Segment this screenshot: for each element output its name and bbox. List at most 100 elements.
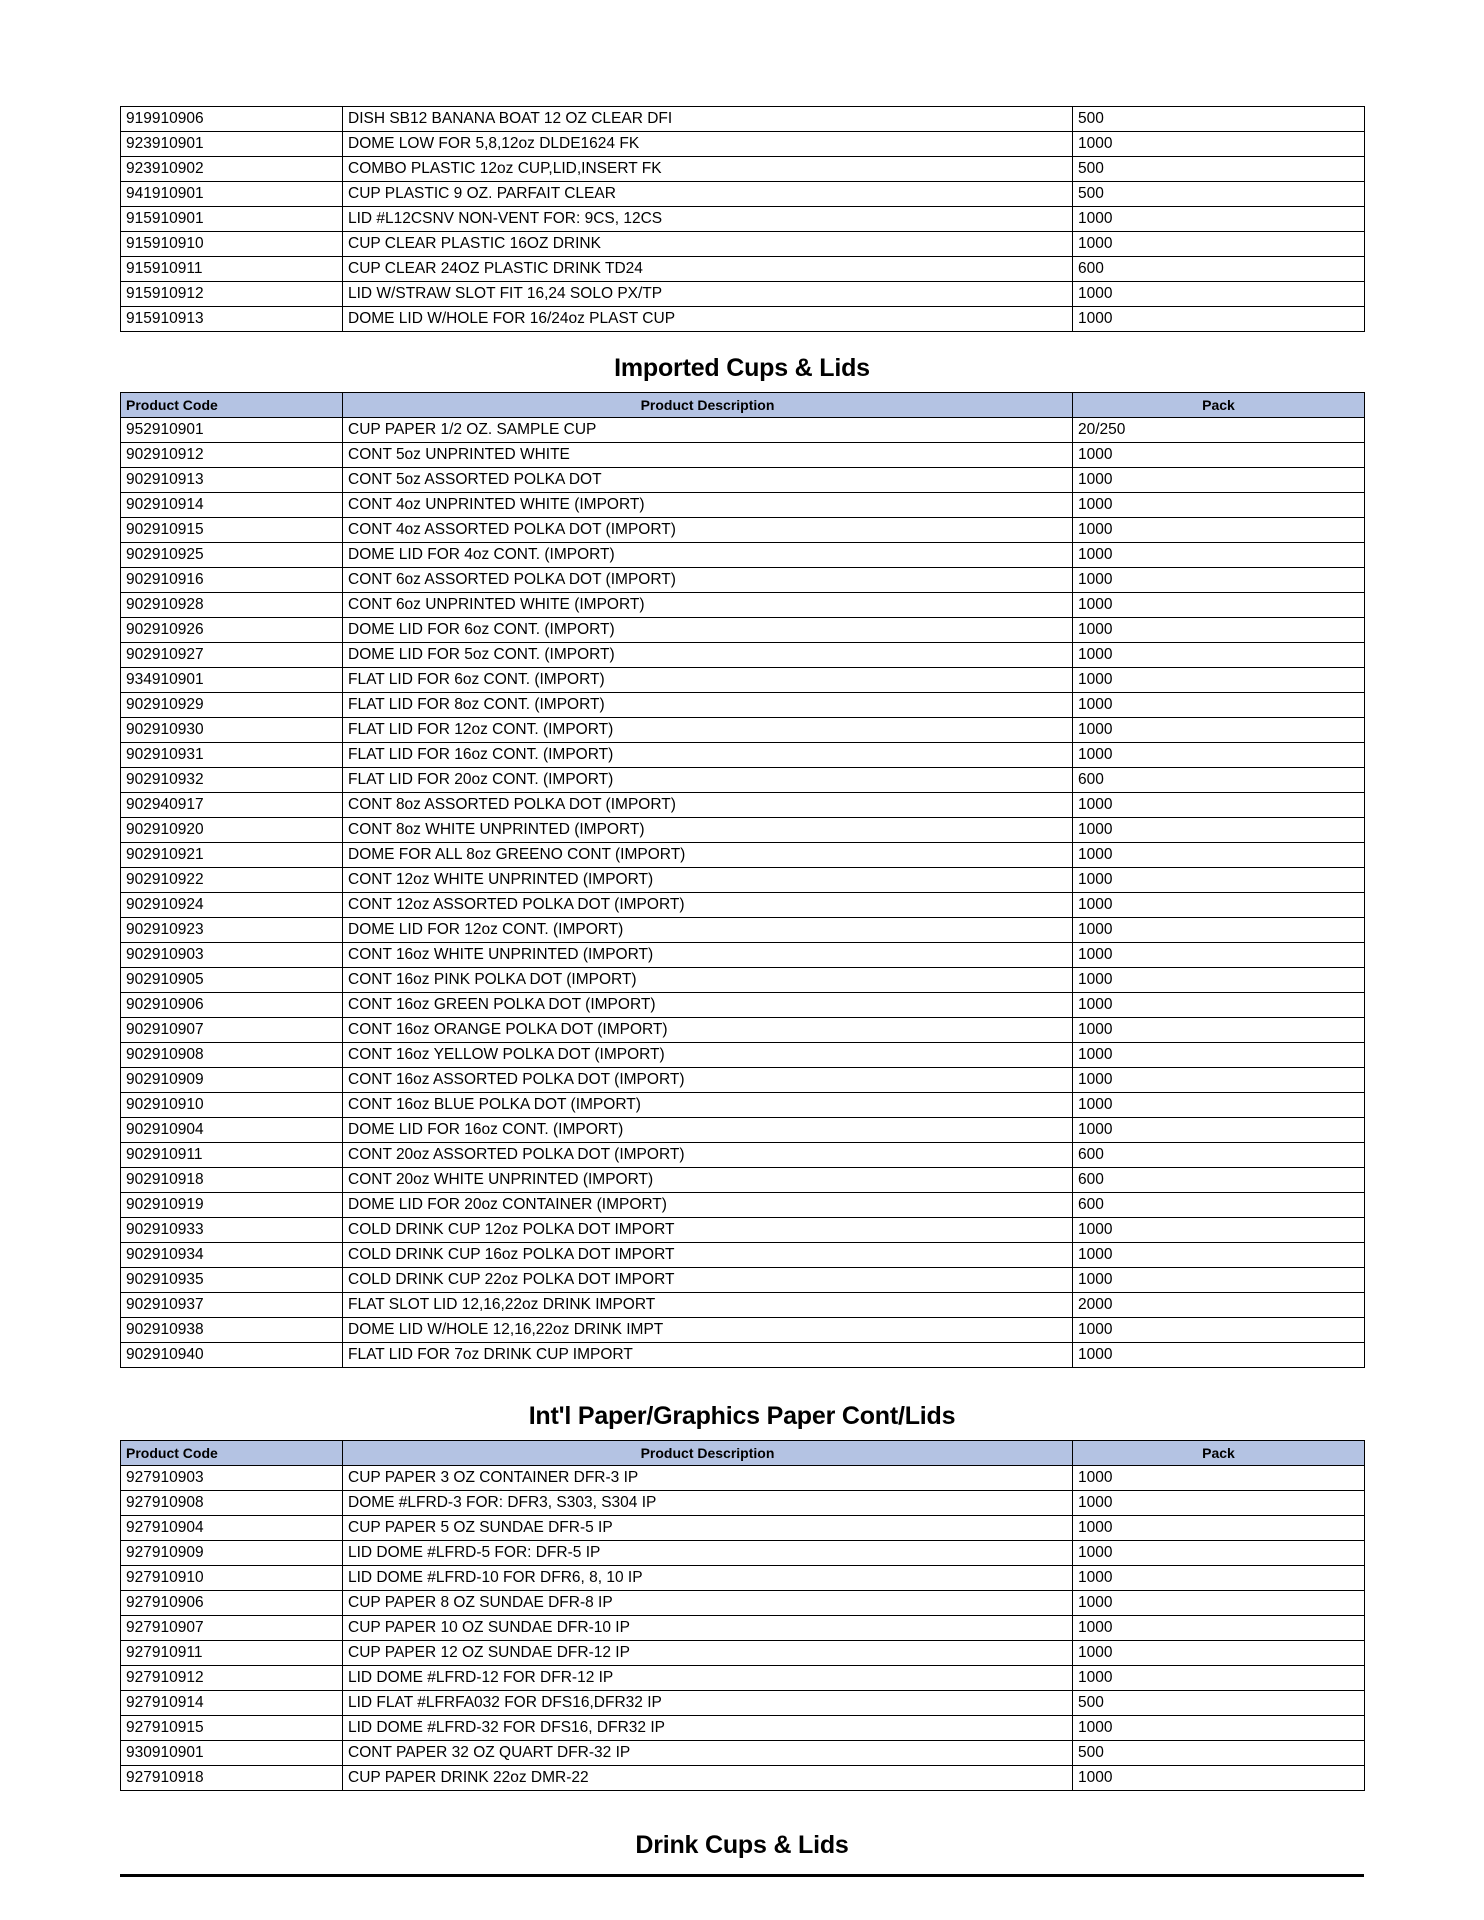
table-row: 927910904 CUP PAPER 5 OZ SUNDAE DFR-5 IP 1…	[120, 1515, 1365, 1541]
cell-product-description: COLD DRINK CUP 12oz POLKA DOT IMPORT	[342, 1217, 1073, 1243]
table-row: 915910910 CUP CLEAR PLASTIC 16OZ DRINK 100…	[120, 231, 1365, 257]
cell-product-description: FLAT LID FOR 8oz CONT. (IMPORT)	[342, 692, 1073, 718]
table-row: 902910918 CONT 20oz WHITE UNPRINTED (IMPO…	[120, 1167, 1365, 1193]
cell-pack: 1000	[1072, 467, 1365, 493]
cell-product-code: 902910920	[120, 817, 343, 843]
cell-product-code: 927910910	[120, 1565, 343, 1591]
cell-pack: 1000	[1072, 231, 1365, 257]
column-header-product-code: Product Code	[120, 1440, 343, 1466]
cell-pack: 2000	[1072, 1292, 1365, 1318]
cell-product-description: CONT 16oz BLUE POLKA DOT (IMPORT)	[342, 1092, 1073, 1118]
cell-pack: 1000	[1072, 1565, 1365, 1591]
table-body-intl-paper-graphics: 927910903 CUP PAPER 3 OZ CONTAINER DFR-3 …	[120, 1465, 1365, 1791]
cell-product-description: LID W/STRAW SLOT FIT 16,24 SOLO PX/TP	[342, 281, 1073, 307]
cell-product-code: 902910916	[120, 567, 343, 593]
cell-product-code: 902910919	[120, 1192, 343, 1218]
cell-product-description: CONT 20oz ASSORTED POLKA DOT (IMPORT)	[342, 1142, 1073, 1168]
cell-product-description: CONT 8oz ASSORTED POLKA DOT (IMPORT)	[342, 792, 1073, 818]
cell-product-code: 927910915	[120, 1715, 343, 1741]
cell-pack: 1000	[1072, 1665, 1365, 1691]
table-row: 927910907 CUP PAPER 10 OZ SUNDAE DFR-10 I…	[120, 1615, 1365, 1641]
table-row: 902910905 CONT 16oz PINK POLKA DOT (IMPOR…	[120, 967, 1365, 993]
cell-pack: 1000	[1072, 892, 1365, 918]
cell-pack: 600	[1072, 767, 1365, 793]
cell-pack: 1000	[1072, 967, 1365, 993]
cell-pack: 1000	[1072, 1615, 1365, 1641]
table-row: 902910929 FLAT LID FOR 8oz CONT. (IMPORT)…	[120, 692, 1365, 718]
table-row: 902910927 DOME LID FOR 5oz CONT. (IMPORT)…	[120, 642, 1365, 668]
cell-product-code: 902910938	[120, 1317, 343, 1343]
table-row: 915910912 LID W/STRAW SLOT FIT 16,24 SOLO…	[120, 281, 1365, 307]
cell-product-description: CONT 16oz PINK POLKA DOT (IMPORT)	[342, 967, 1073, 993]
cell-pack: 1000	[1072, 1092, 1365, 1118]
cell-product-code: 902910910	[120, 1092, 343, 1118]
cell-pack: 1000	[1072, 1317, 1365, 1343]
cell-product-code: 902940917	[120, 792, 343, 818]
cell-product-code: 902910929	[120, 692, 343, 718]
cell-pack: 1000	[1072, 917, 1365, 943]
table-row: 919910906 DISH SB12 BANANA BOAT 12 OZ CLE…	[120, 106, 1365, 132]
cell-product-description: CONT 6oz ASSORTED POLKA DOT (IMPORT)	[342, 567, 1073, 593]
cell-product-code: 941910901	[120, 181, 343, 207]
cell-pack: 1000	[1072, 1267, 1365, 1293]
cell-product-description: LID DOME #LFRD-5 FOR: DFR-5 IP	[342, 1540, 1073, 1566]
cell-product-description: LID DOME #LFRD-10 FOR DFR6, 8, 10 IP	[342, 1565, 1073, 1591]
spacer-after-imported-title	[120, 383, 1364, 392]
cell-pack: 1000	[1072, 1342, 1365, 1368]
cell-product-description: DOME LID FOR 16oz CONT. (IMPORT)	[342, 1117, 1073, 1143]
table-row: 902910931 FLAT LID FOR 16oz CONT. (IMPORT…	[120, 742, 1365, 768]
cell-pack: 1000	[1072, 542, 1365, 568]
table-imported-cups-lids: Product Code Product Description Pack 95…	[120, 392, 1365, 1368]
cell-product-description: CONT 5oz UNPRINTED WHITE	[342, 442, 1073, 468]
cell-product-code: 902910931	[120, 742, 343, 768]
cell-product-code: 927910903	[120, 1465, 343, 1491]
cell-product-description: CUP PAPER 3 OZ CONTAINER DFR-3 IP	[342, 1465, 1073, 1491]
cell-product-description: LID DOME #LFRD-12 FOR DFR-12 IP	[342, 1665, 1073, 1691]
cell-product-description: FLAT SLOT LID 12,16,22oz DRINK IMPORT	[342, 1292, 1073, 1318]
cell-product-description: CUP PAPER 1/2 OZ. SAMPLE CUP	[342, 417, 1073, 443]
cell-product-code: 902910928	[120, 592, 343, 618]
cell-pack: 1000	[1072, 1217, 1365, 1243]
cell-product-description: CONT 6oz UNPRINTED WHITE (IMPORT)	[342, 592, 1073, 618]
table-row: 902910926 DOME LID FOR 6oz CONT. (IMPORT)…	[120, 617, 1365, 643]
cell-product-code: 902910911	[120, 1142, 343, 1168]
cell-product-code: 927910912	[120, 1665, 343, 1691]
cell-product-code: 902910940	[120, 1342, 343, 1368]
cell-product-code: 902910904	[120, 1117, 343, 1143]
cell-product-description: FLAT LID FOR 7oz DRINK CUP IMPORT	[342, 1342, 1073, 1368]
cell-pack: 600	[1072, 1142, 1365, 1168]
cell-product-code: 902910937	[120, 1292, 343, 1318]
table-row: 902910914 CONT 4oz UNPRINTED WHITE (IMPOR…	[120, 492, 1365, 518]
table-row: 902910911 CONT 20oz ASSORTED POLKA DOT (I…	[120, 1142, 1365, 1168]
cell-product-code: 927910907	[120, 1615, 343, 1641]
cell-pack: 1000	[1072, 492, 1365, 518]
cell-product-description: CONT 16oz YELLOW POLKA DOT (IMPORT)	[342, 1042, 1073, 1068]
cell-pack: 1000	[1072, 131, 1365, 157]
cell-pack: 1000	[1072, 281, 1365, 307]
table-row: 915910911 CUP CLEAR 24OZ PLASTIC DRINK TD…	[120, 256, 1365, 282]
cell-product-code: 930910901	[120, 1740, 343, 1766]
table-row: 902910921 DOME FOR ALL 8oz GREENO CONT (I…	[120, 842, 1365, 868]
table-header-imported-cups-lids: Product Code Product Description Pack	[120, 392, 1365, 418]
cell-pack: 600	[1072, 256, 1365, 282]
table-row: 902910928 CONT 6oz UNPRINTED WHITE (IMPOR…	[120, 592, 1365, 618]
cell-product-description: DOME LID FOR 20oz CONTAINER (IMPORT)	[342, 1192, 1073, 1218]
cell-product-description: CONT 4oz ASSORTED POLKA DOT (IMPORT)	[342, 517, 1073, 543]
cell-pack: 1000	[1072, 817, 1365, 843]
cell-product-description: DOME FOR ALL 8oz GREENO CONT (IMPORT)	[342, 842, 1073, 868]
cell-product-description: COLD DRINK CUP 16oz POLKA DOT IMPORT	[342, 1242, 1073, 1268]
table-row: 927910914 LID FLAT #LFRFA032 FOR DFS16,DF…	[120, 1690, 1365, 1716]
cell-product-code: 934910901	[120, 667, 343, 693]
cell-product-description: CONT 12oz WHITE UNPRINTED (IMPORT)	[342, 867, 1073, 893]
cell-pack: 1000	[1072, 667, 1365, 693]
table-row: 902940917 CONT 8oz ASSORTED POLKA DOT (IM…	[120, 792, 1365, 818]
cell-pack: 1000	[1072, 442, 1365, 468]
cell-product-code: 902910925	[120, 542, 343, 568]
table-row: 902910922 CONT 12oz WHITE UNPRINTED (IMPO…	[120, 867, 1365, 893]
table-body-continued-plastic: 919910906 DISH SB12 BANANA BOAT 12 OZ CLE…	[120, 106, 1365, 332]
cell-product-description: LID DOME #LFRD-32 FOR DFS16, DFR32 IP	[342, 1715, 1073, 1741]
cell-pack: 1000	[1072, 842, 1365, 868]
cell-product-code: 902910907	[120, 1017, 343, 1043]
cell-product-code: 902910930	[120, 717, 343, 743]
